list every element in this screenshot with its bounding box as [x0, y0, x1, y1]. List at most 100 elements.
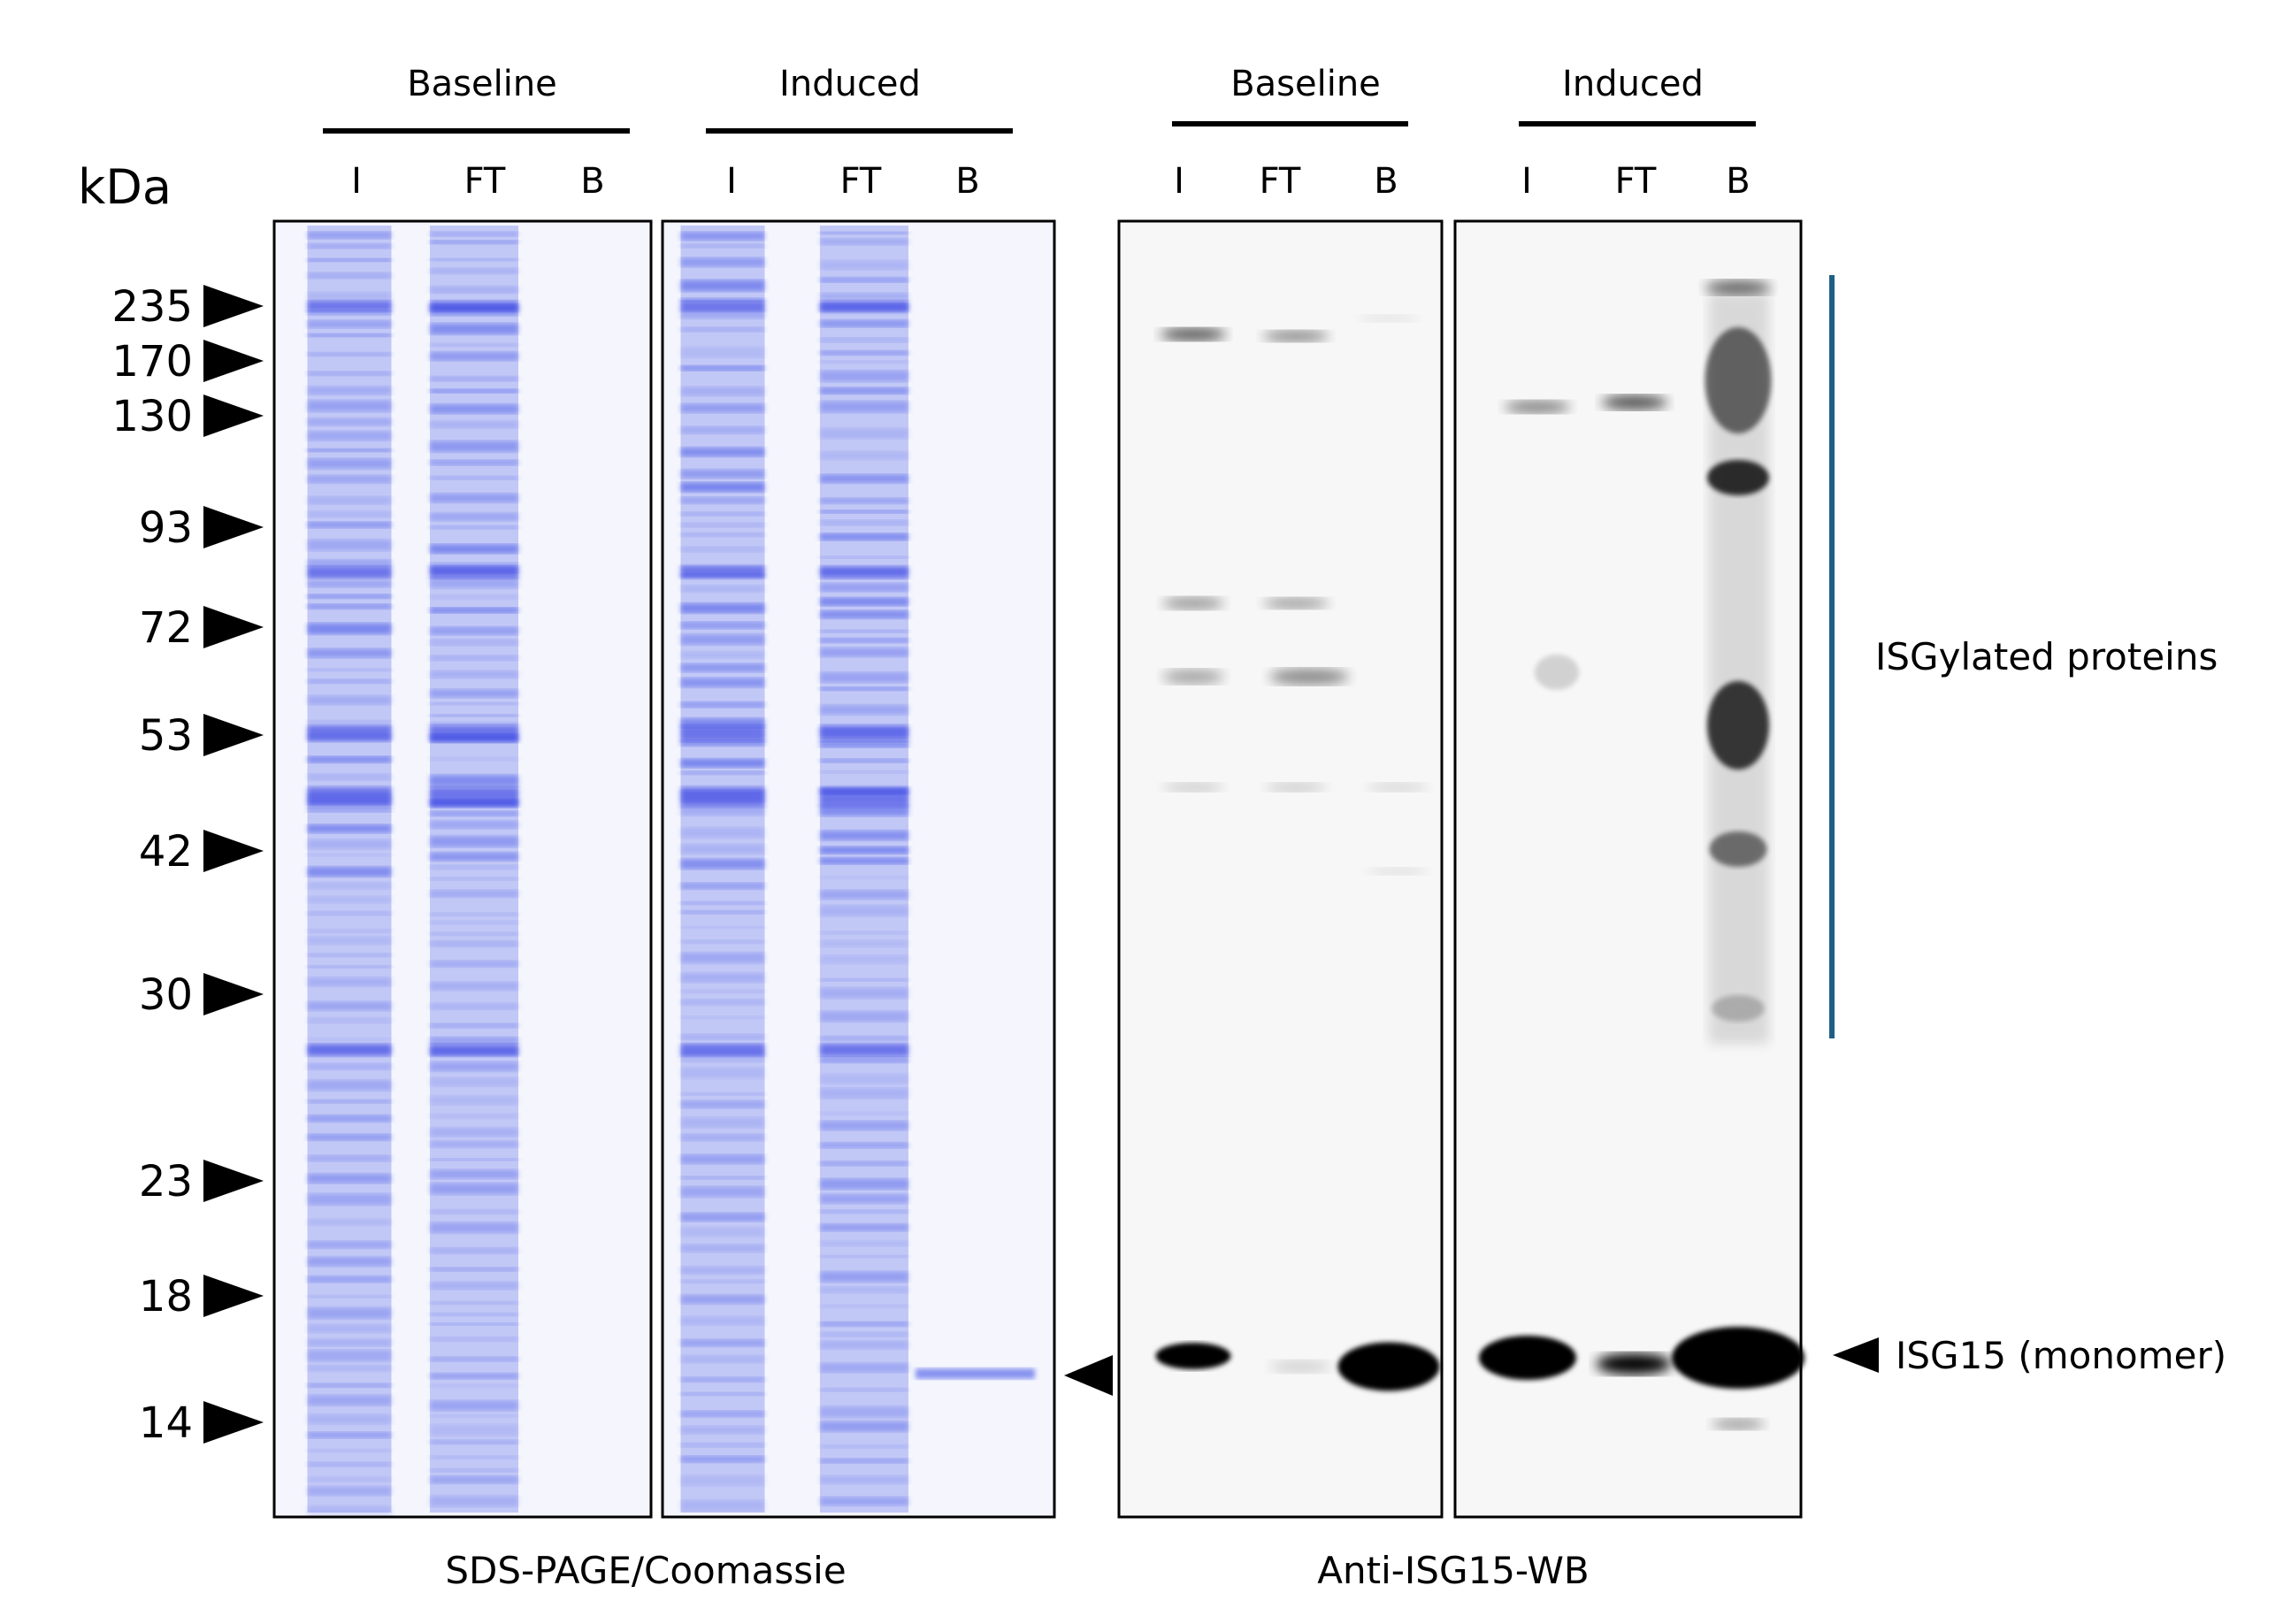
gel-band	[680, 469, 765, 479]
gel-band	[307, 1154, 392, 1162]
gel-panels	[272, 219, 1804, 1519]
gel-band	[820, 1362, 908, 1373]
gel-band	[307, 400, 392, 412]
gel-band	[820, 277, 908, 283]
marker-label: 72	[139, 603, 193, 653]
gel-band	[680, 1355, 765, 1363]
gel-band	[430, 459, 518, 466]
gel-band	[820, 787, 908, 807]
lane-label: B	[1374, 161, 1398, 202]
gel-band	[680, 546, 765, 553]
gel-band	[680, 651, 765, 659]
gel-band	[430, 775, 518, 787]
gel-band	[430, 1113, 518, 1119]
gel-band	[307, 1395, 392, 1406]
gel-band	[680, 989, 765, 994]
gel-band	[307, 495, 392, 505]
gel-band	[430, 725, 518, 741]
gel-band	[307, 808, 392, 813]
gel-band	[307, 603, 392, 609]
gel-band	[307, 823, 392, 833]
gel-band	[820, 610, 908, 619]
gel-band	[430, 890, 518, 898]
gel-band	[820, 519, 908, 526]
gel-band	[680, 1227, 765, 1237]
gel-band	[307, 448, 392, 452]
group-label-induced-wb: Induced	[1562, 64, 1704, 104]
gel-band	[820, 740, 908, 748]
gel-band	[430, 342, 518, 347]
gel-band	[307, 1218, 392, 1226]
gel-band	[820, 1475, 908, 1484]
gel-band	[680, 1015, 765, 1019]
gel-band	[820, 401, 908, 413]
marker-label: 23	[139, 1157, 193, 1207]
gel-band	[820, 1087, 908, 1099]
marker-arrow-icon	[203, 1401, 264, 1444]
gel-band	[820, 1254, 908, 1259]
gel-band	[680, 701, 765, 708]
gel-band	[430, 626, 518, 635]
gel-band	[307, 559, 392, 567]
gel-band	[307, 1505, 392, 1517]
gel-lane	[430, 226, 518, 1513]
gel-band	[430, 920, 518, 925]
gel-band	[430, 351, 518, 361]
gel-band	[430, 852, 518, 862]
gel-band	[820, 672, 908, 683]
gel-band	[307, 773, 392, 781]
gel-band	[680, 257, 765, 267]
gel-band	[820, 1304, 908, 1308]
gel-band	[680, 280, 765, 292]
blot-band	[1596, 1353, 1672, 1375]
gel-band	[307, 882, 392, 890]
gel-band	[430, 1095, 518, 1106]
gel-band	[680, 1154, 765, 1164]
group-label-baseline-coomassie: Baseline	[407, 64, 557, 104]
gel-band	[820, 232, 908, 235]
gel-band	[430, 877, 518, 881]
gel-band	[307, 1241, 392, 1249]
gel-band	[680, 1244, 765, 1252]
gel-band	[820, 1178, 908, 1190]
blot-band	[1265, 783, 1327, 792]
gel-band	[820, 1331, 908, 1337]
gel-band	[307, 1001, 392, 1011]
gel-band	[820, 954, 908, 964]
gel-band	[430, 1424, 518, 1436]
blot-band	[1601, 395, 1668, 410]
gel-band	[307, 929, 392, 933]
gel-band	[680, 634, 765, 646]
marker-label: 170	[111, 337, 193, 387]
gel-band	[680, 1186, 765, 1198]
blot-band	[1162, 670, 1224, 684]
gel-band	[820, 566, 908, 578]
gel-band	[680, 844, 765, 854]
gel-band	[430, 810, 518, 816]
gel-band	[820, 1161, 908, 1167]
gel-band	[430, 1337, 518, 1342]
kda-label: kDa	[78, 159, 172, 215]
gel-band	[820, 1271, 908, 1283]
lane-label: FT	[1260, 161, 1301, 202]
gel-band	[307, 292, 392, 301]
gel-band	[820, 1497, 908, 1506]
gel-band	[430, 1414, 518, 1418]
gel-band	[820, 1209, 908, 1214]
gel-band	[307, 539, 392, 551]
gel-band	[820, 1194, 908, 1204]
gel-band	[680, 309, 765, 319]
gel-band	[430, 420, 518, 429]
gel-band	[307, 1365, 392, 1372]
gel-band	[430, 1496, 518, 1507]
gel-band	[307, 1413, 392, 1425]
gel-band	[680, 496, 765, 504]
blot-band	[1269, 669, 1349, 685]
gel-band	[430, 544, 518, 554]
gel-band	[307, 1044, 392, 1056]
gel-band	[680, 1475, 765, 1487]
gel-band	[820, 319, 908, 328]
gel-band	[307, 1080, 392, 1092]
gel-band	[307, 458, 392, 470]
gel-band	[430, 301, 518, 311]
